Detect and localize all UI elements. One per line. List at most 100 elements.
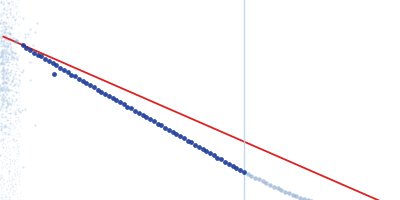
- Point: [10, 35, 16, 39]
- Point: [259, 180, 266, 183]
- Point: [16, 179, 22, 183]
- Point: [0, 99, 6, 102]
- Point: [0, 68, 5, 71]
- Point: [4, 172, 11, 175]
- Point: [6, 15, 12, 18]
- Point: [2, 41, 9, 44]
- Point: [240, 171, 247, 174]
- Point: [10, 177, 17, 180]
- Point: [5, 87, 12, 91]
- Point: [0, 77, 6, 80]
- Point: [4, 103, 11, 106]
- Point: [12, 158, 19, 161]
- Point: [1, 80, 8, 83]
- Point: [0, 34, 4, 38]
- Point: [15, 132, 22, 135]
- Point: [0, 62, 5, 66]
- Point: [1, 39, 8, 42]
- Point: [0, 50, 5, 53]
- Point: [4, 75, 10, 79]
- Point: [6, 38, 13, 41]
- Point: [1, 126, 8, 130]
- Point: [14, 21, 20, 24]
- Point: [2, 60, 8, 63]
- Point: [180, 137, 187, 140]
- Point: [7, 31, 14, 34]
- Point: [15, 56, 21, 59]
- Point: [0, 8, 6, 11]
- Point: [0, 129, 4, 132]
- Point: [6, 38, 13, 41]
- Point: [12, 70, 18, 73]
- Point: [7, 112, 14, 115]
- Point: [11, 101, 18, 104]
- Point: [0, 109, 3, 112]
- Point: [13, 186, 19, 189]
- Point: [6, 197, 13, 200]
- Point: [3, 76, 10, 79]
- Point: [12, 113, 18, 116]
- Point: [0, 62, 6, 66]
- Point: [3, 109, 9, 112]
- Point: [124, 105, 131, 108]
- Point: [12, 73, 18, 76]
- Point: [0, 1, 4, 4]
- Point: [12, 154, 19, 157]
- Point: [3, 25, 10, 28]
- Point: [3, 115, 9, 118]
- Point: [0, 71, 6, 74]
- Point: [0, 175, 6, 178]
- Point: [27, 78, 34, 82]
- Point: [0, 92, 6, 95]
- Point: [2, 87, 9, 90]
- Point: [13, 90, 19, 94]
- Point: [0, 113, 4, 116]
- Point: [9, 24, 15, 27]
- Point: [8, 88, 14, 92]
- Point: [3, 60, 9, 63]
- Point: [3, 114, 10, 118]
- Point: [5, 52, 12, 55]
- Point: [0, 98, 7, 101]
- Point: [11, 93, 17, 96]
- Point: [12, 120, 18, 123]
- Point: [0, 22, 3, 25]
- Point: [14, 63, 20, 67]
- Point: [207, 152, 213, 155]
- Point: [0, 1, 4, 4]
- Point: [8, 53, 15, 56]
- Point: [0, 163, 5, 166]
- Point: [15, 107, 21, 110]
- Point: [14, 52, 20, 55]
- Point: [57, 66, 63, 69]
- Point: [6, 108, 12, 111]
- Point: [2, 37, 9, 40]
- Point: [16, 9, 22, 12]
- Point: [203, 149, 210, 153]
- Point: [1, 60, 8, 63]
- Point: [8, 12, 14, 16]
- Point: [0, 39, 6, 43]
- Point: [10, 6, 17, 9]
- Point: [10, 172, 17, 175]
- Point: [0, 140, 6, 143]
- Point: [16, 78, 23, 81]
- Point: [0, 186, 6, 189]
- Point: [289, 193, 296, 196]
- Point: [6, 165, 12, 168]
- Point: [0, 50, 6, 54]
- Point: [8, 70, 14, 73]
- Point: [13, 12, 19, 15]
- Point: [10, 59, 16, 62]
- Point: [9, 22, 16, 25]
- Point: [0, 196, 5, 199]
- Point: [4, 44, 10, 47]
- Point: [128, 107, 134, 110]
- Point: [12, 6, 18, 9]
- Point: [2, 28, 9, 31]
- Point: [0, 90, 4, 93]
- Point: [15, 22, 22, 26]
- Point: [1, 68, 7, 71]
- Point: [0, 41, 4, 44]
- Point: [6, 179, 12, 182]
